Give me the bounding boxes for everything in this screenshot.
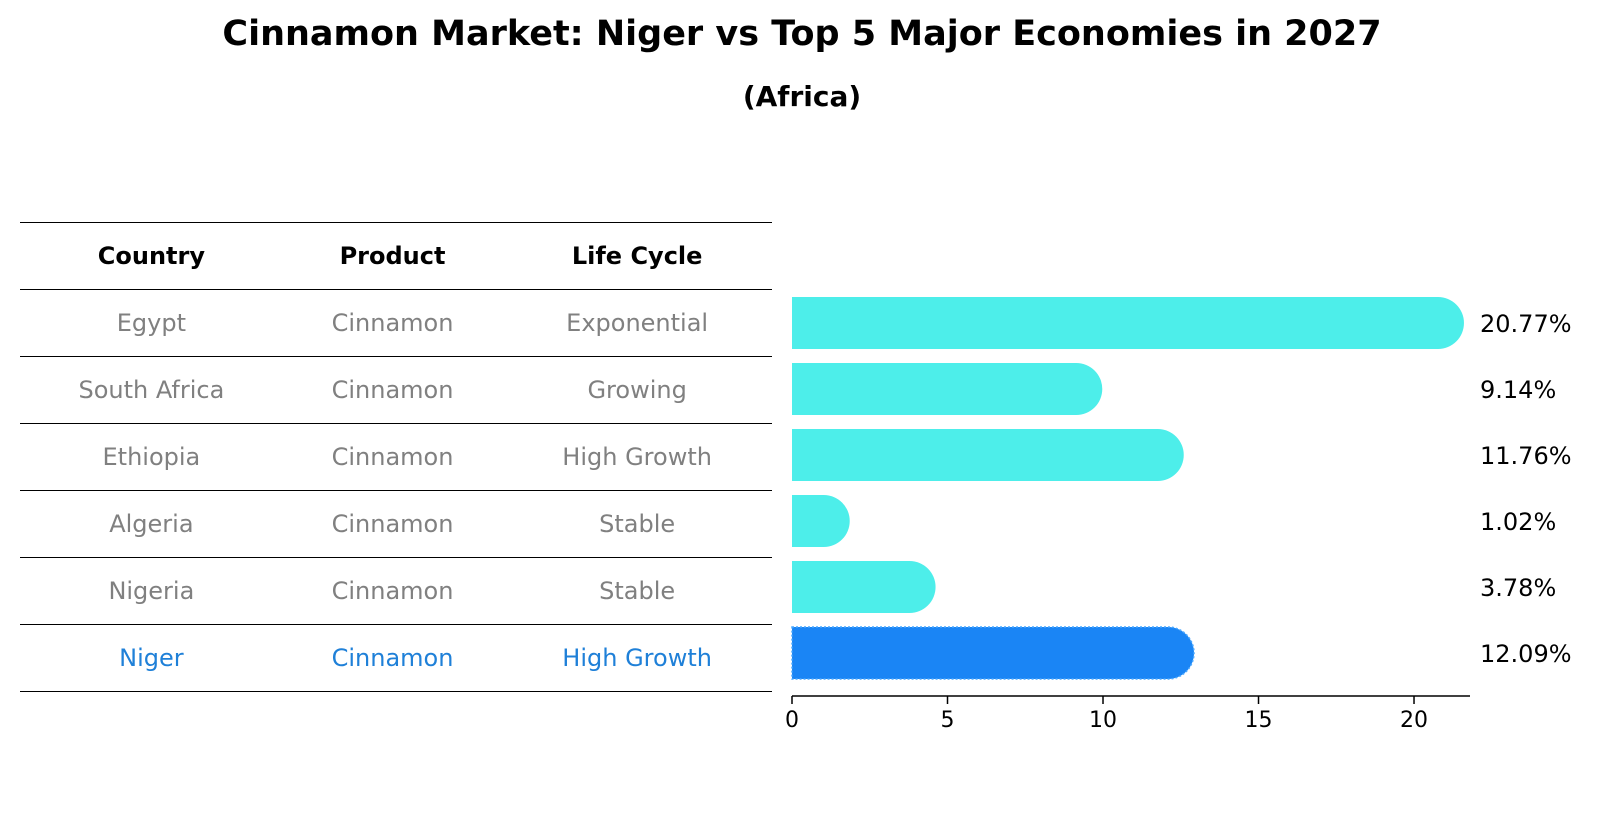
bar-algeria bbox=[792, 495, 850, 547]
cell-life-cycle: Stable bbox=[502, 557, 772, 625]
x-tick-label: 10 bbox=[1089, 708, 1117, 733]
cell-country: South Africa bbox=[20, 356, 283, 424]
table-row-highlight: Niger Cinnamon High Growth bbox=[20, 624, 772, 692]
cell-life-cycle: Growing bbox=[502, 356, 772, 424]
cell-country: Niger bbox=[20, 624, 283, 692]
chart-title: Cinnamon Market: Niger vs Top 5 Major Ec… bbox=[222, 14, 1382, 54]
table-row: Ethiopia Cinnamon High Growth bbox=[20, 423, 772, 491]
bar-ethiopia bbox=[792, 429, 1184, 481]
x-tick-label: 5 bbox=[941, 708, 955, 733]
value-label: 11.76% bbox=[1480, 442, 1572, 470]
bar-egypt bbox=[792, 297, 1464, 349]
value-label: 3.78% bbox=[1480, 574, 1556, 602]
cell-product: Cinnamon bbox=[282, 490, 503, 558]
table-row: Algeria Cinnamon Stable bbox=[20, 490, 772, 558]
cell-country: Nigeria bbox=[20, 557, 283, 625]
chart-subtitle: (Africa) bbox=[742, 80, 862, 113]
cell-product: Cinnamon bbox=[282, 423, 503, 491]
table-row: Egypt Cinnamon Exponential bbox=[20, 289, 772, 357]
table-row: South Africa Cinnamon Growing bbox=[20, 356, 772, 424]
value-label: 12.09% bbox=[1480, 640, 1572, 668]
cell-product: Cinnamon bbox=[282, 356, 503, 424]
cell-product: Cinnamon bbox=[282, 557, 503, 625]
cell-life-cycle: Exponential bbox=[502, 289, 772, 357]
x-tick-label: 15 bbox=[1245, 708, 1273, 733]
cell-country: Algeria bbox=[20, 490, 283, 558]
header-country: Country bbox=[20, 222, 283, 290]
x-tick-label: 0 bbox=[785, 708, 799, 733]
cell-life-cycle: Stable bbox=[502, 490, 772, 558]
cell-country: Egypt bbox=[20, 289, 283, 357]
table-row: Nigeria Cinnamon Stable bbox=[20, 557, 772, 625]
cell-product: Cinnamon bbox=[282, 289, 503, 357]
bar-south-africa bbox=[792, 363, 1103, 415]
data-table: Country Product Life Cycle Egypt Cinnamo… bbox=[20, 222, 772, 692]
cell-life-cycle: High Growth bbox=[502, 624, 772, 692]
bar-nigeria bbox=[792, 561, 936, 613]
header-product: Product bbox=[282, 222, 503, 290]
header-life-cycle: Life Cycle bbox=[502, 222, 772, 290]
bar-niger bbox=[791, 626, 1195, 680]
x-tick-label: 20 bbox=[1400, 708, 1428, 733]
cell-life-cycle: High Growth bbox=[502, 423, 772, 491]
value-label: 20.77% bbox=[1480, 310, 1572, 338]
table-header-row: Country Product Life Cycle bbox=[20, 222, 772, 290]
value-label: 9.14% bbox=[1480, 376, 1556, 404]
cell-product: Cinnamon bbox=[282, 624, 503, 692]
cell-country: Ethiopia bbox=[20, 423, 283, 491]
value-label: 1.02% bbox=[1480, 508, 1556, 536]
